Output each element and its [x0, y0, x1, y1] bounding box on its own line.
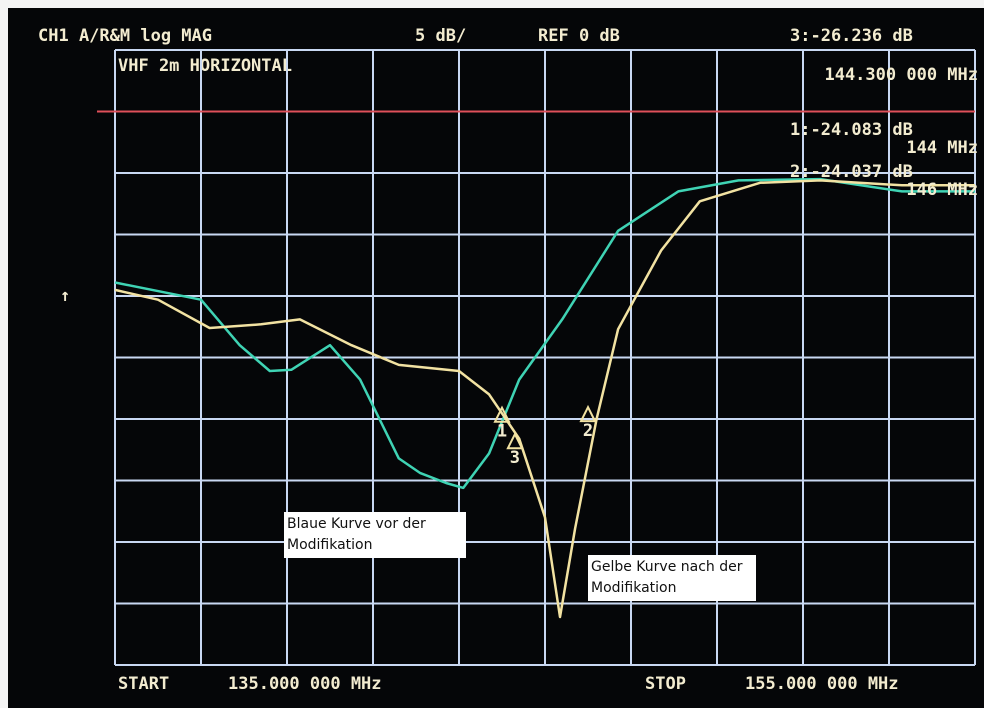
marker-frequency: 144 MHz	[906, 138, 978, 158]
marker	[506, 431, 524, 450]
marker-frequency: 144.300 000 MHz	[824, 65, 978, 85]
legend-entry: Gelbe Kurve nach der Modifikation	[588, 555, 756, 601]
chart-title: VHF 2m HORIZONTAL	[118, 56, 292, 76]
reference-arrow: ↑	[60, 286, 70, 306]
scale-label: 5 dB/	[415, 26, 466, 46]
reference-label: REF 0 dB	[538, 26, 620, 46]
marker-readout: 1:-24.083 dB	[790, 120, 913, 140]
marker	[579, 404, 597, 423]
marker	[493, 405, 511, 423]
stop-frequency: 155.000 000 MHz	[745, 674, 899, 694]
marker-readout: 2:-24.037 dB	[790, 162, 913, 182]
marker-frequency: 146 MHz	[906, 180, 978, 200]
channel-label: CH1 A/R&M log MAG	[38, 26, 212, 46]
legend-entry: Blaue Kurve vor der Modifikation	[284, 512, 466, 558]
marker-readout: 3:-26.236 dB	[790, 26, 913, 46]
marker-label: 2	[583, 421, 593, 441]
marker-label: 3	[510, 448, 520, 468]
stop-label: STOP	[645, 674, 686, 694]
trace	[114, 179, 975, 619]
trace	[114, 177, 975, 490]
marker-label: 1	[497, 422, 507, 442]
start-frequency: 135.000 000 MHz	[228, 674, 382, 694]
start-label: START	[118, 674, 169, 694]
